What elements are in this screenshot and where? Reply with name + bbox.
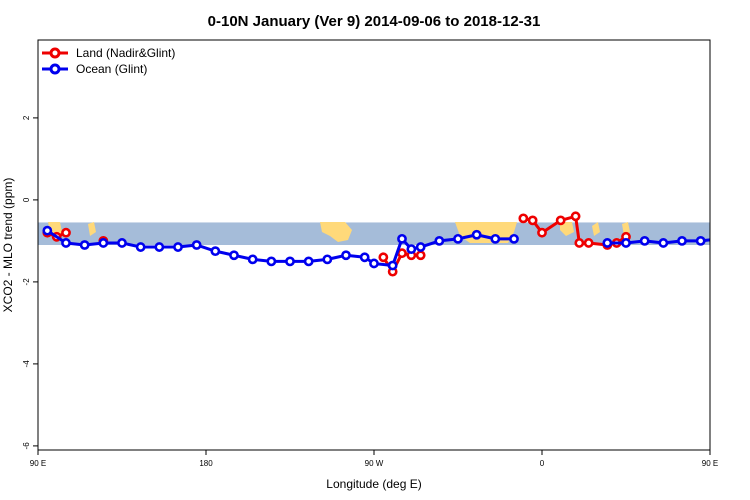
y-axis: -6 -4 -2 0 2	[22, 115, 38, 449]
x-axis-label: Longitude (deg E)	[326, 477, 421, 491]
series-ocean	[42, 225, 741, 271]
data-point-ocean	[716, 235, 723, 242]
series-layer	[42, 211, 750, 277]
x-tick-label: 90 W	[365, 459, 384, 468]
legend-marker-ocean	[49, 63, 61, 75]
data-point-land	[734, 223, 741, 230]
y-tick-label: -6	[22, 442, 31, 450]
data-point-ocean	[453, 233, 463, 244]
data-point-ocean	[247, 254, 258, 265]
data-point-ocean	[117, 238, 127, 248]
data-point-ocean	[303, 256, 314, 267]
x-axis: 90 E 180 90 W 0 90 E	[30, 450, 718, 468]
data-point-ocean	[658, 238, 669, 248]
legend: Land (Nadir&Glint) Ocean (Glint)	[42, 46, 175, 76]
data-point-ocean	[61, 238, 71, 248]
data-point-land	[397, 248, 407, 259]
x-tick-label: 180	[199, 459, 213, 468]
legend-label-land: Land (Nadir&Glint)	[76, 46, 175, 60]
data-point-ocean	[415, 242, 426, 252]
y-tick-label: 2	[22, 115, 31, 120]
data-point-land	[378, 252, 389, 263]
data-point-ocean	[285, 256, 295, 267]
data-point-ocean	[173, 242, 183, 252]
data-point-ocean	[210, 246, 221, 257]
data-point-ocean	[79, 240, 90, 250]
data-point-ocean	[490, 233, 501, 244]
data-point-ocean	[387, 260, 398, 271]
legend-marker-land	[49, 47, 61, 59]
data-point-land	[725, 227, 732, 234]
data-point-ocean	[154, 242, 165, 252]
series-line-land	[729, 227, 750, 233]
data-point-ocean	[734, 227, 741, 234]
data-point-land	[527, 215, 538, 226]
legend-item-ocean: Ocean (Glint)	[42, 62, 147, 76]
y-tick-label: -4	[22, 360, 31, 368]
data-point-land	[537, 227, 547, 238]
data-point-ocean	[322, 254, 333, 265]
data-point-ocean	[677, 235, 687, 246]
data-point-ocean	[695, 235, 706, 246]
series-line-ocean	[46, 229, 514, 267]
legend-item-land: Land (Nadir&Glint)	[42, 46, 175, 60]
data-point-ocean	[341, 250, 351, 261]
data-point-ocean	[359, 252, 370, 263]
data-point-land	[574, 238, 585, 248]
chart-title: 0-10N January (Ver 9) 2014-09-06 to 2018…	[208, 13, 541, 30]
data-point-ocean	[266, 256, 277, 267]
data-point-land	[555, 215, 566, 226]
data-point-land	[415, 250, 426, 261]
x-tick-label: 90 E	[702, 459, 718, 468]
y-axis-label: XCO2 - MLO trend (ppm)	[1, 178, 15, 313]
data-point-ocean	[602, 238, 613, 248]
data-point-ocean	[621, 238, 631, 248]
land-shape-indonesia-3	[560, 222, 574, 236]
data-point-ocean	[369, 258, 379, 269]
data-point-ocean	[406, 244, 417, 254]
land-shape-indonesia-4	[592, 222, 600, 236]
data-point-ocean	[434, 235, 445, 246]
x-tick-label: 0	[540, 459, 545, 468]
y-tick-label: -2	[22, 278, 31, 286]
land-shape-indonesia-2	[88, 222, 96, 236]
data-point-land	[583, 238, 594, 248]
land-shape-south-america	[320, 222, 352, 242]
data-point-ocean	[135, 242, 146, 252]
data-point-ocean	[98, 238, 109, 248]
data-point-ocean	[509, 233, 519, 244]
data-point-land	[61, 227, 71, 238]
data-point-ocean	[471, 229, 482, 240]
data-point-ocean	[229, 250, 239, 261]
legend-label-ocean: Ocean (Glint)	[76, 62, 147, 76]
data-point-ocean	[42, 225, 53, 236]
data-point-land	[570, 211, 581, 222]
data-point-ocean	[397, 233, 407, 244]
data-point-ocean	[191, 240, 202, 250]
data-point-ocean	[639, 235, 650, 246]
x-tick-label: 90 E	[30, 459, 46, 468]
y-tick-label: 0	[22, 197, 31, 202]
data-point-land	[518, 213, 529, 224]
